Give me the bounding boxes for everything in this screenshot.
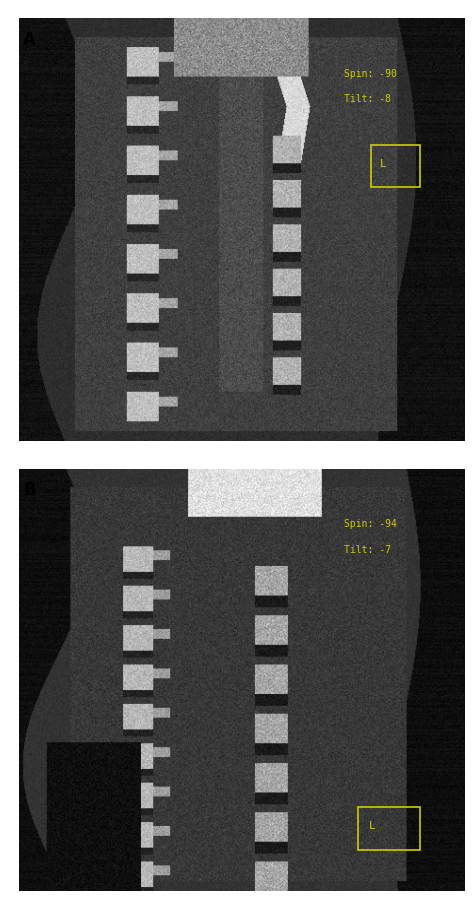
Text: A: A bbox=[23, 31, 36, 49]
Text: B: B bbox=[23, 481, 36, 499]
Bar bbox=[357, 807, 420, 850]
Text: L: L bbox=[369, 822, 375, 832]
Text: Spin: -94: Spin: -94 bbox=[344, 519, 397, 529]
Text: Tilt: -7: Tilt: -7 bbox=[344, 545, 391, 555]
Text: L: L bbox=[380, 159, 386, 169]
Text: Spin: -90: Spin: -90 bbox=[344, 68, 397, 78]
Text: Tilt: -8: Tilt: -8 bbox=[344, 95, 391, 105]
Bar bbox=[371, 145, 420, 187]
